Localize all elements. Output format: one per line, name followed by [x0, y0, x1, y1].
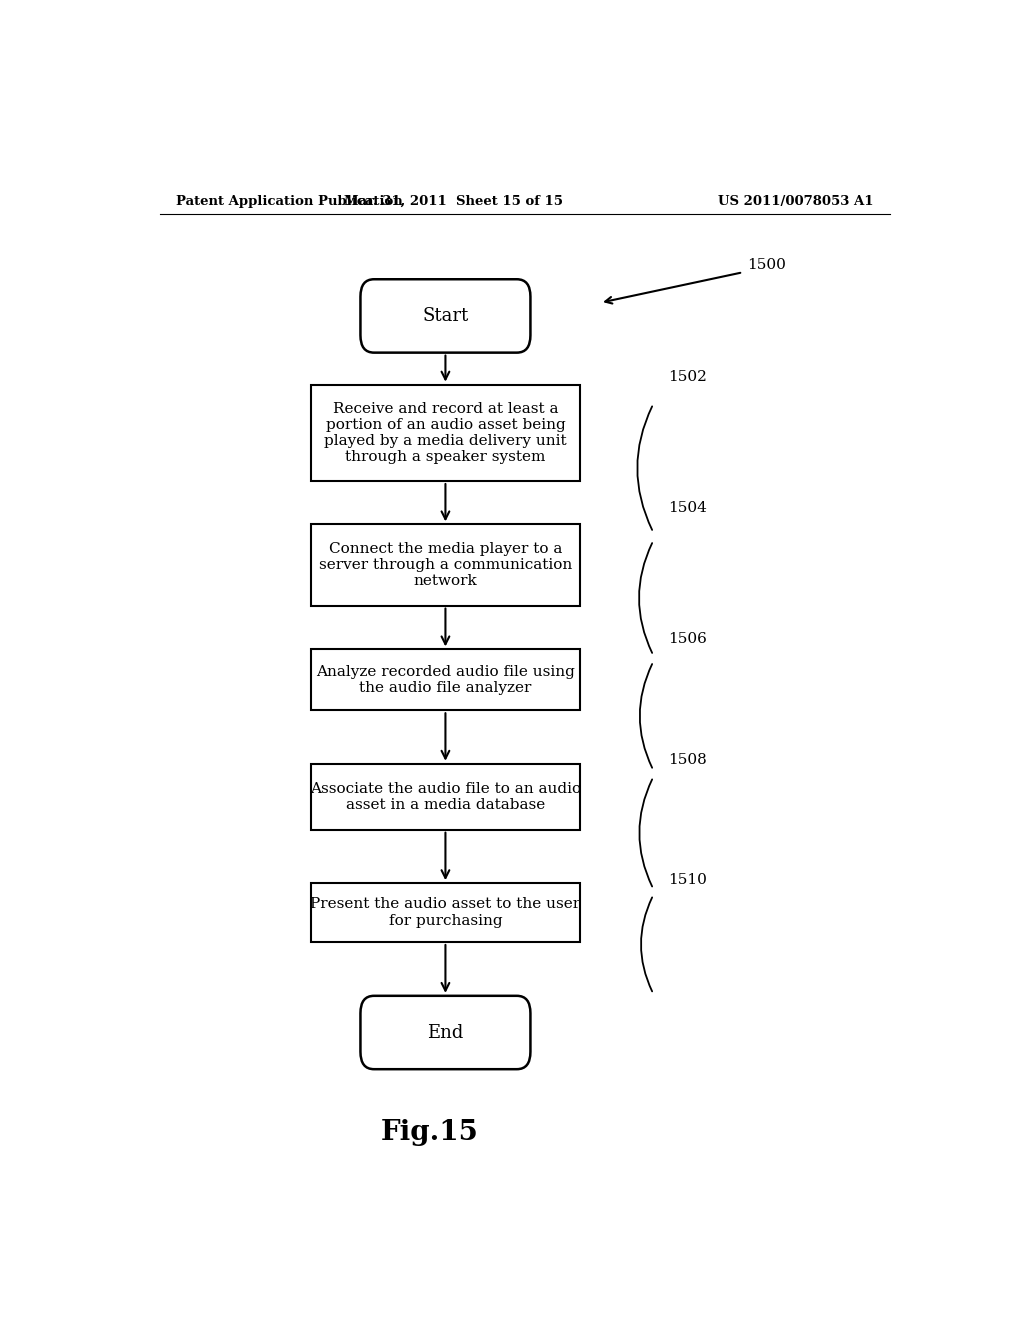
Text: Patent Application Publication: Patent Application Publication — [176, 194, 402, 207]
Text: Analyze recorded audio file using
the audio file analyzer: Analyze recorded audio file using the au… — [316, 665, 574, 694]
Text: 1500: 1500 — [748, 259, 785, 272]
FancyBboxPatch shape — [310, 384, 581, 480]
FancyBboxPatch shape — [310, 764, 581, 830]
FancyBboxPatch shape — [360, 280, 530, 352]
Text: 1508: 1508 — [668, 754, 707, 767]
Text: Fig.15: Fig.15 — [381, 1118, 478, 1146]
Text: Connect the media player to a
server through a communication
network: Connect the media player to a server thr… — [318, 541, 572, 589]
Text: Mar. 31, 2011  Sheet 15 of 15: Mar. 31, 2011 Sheet 15 of 15 — [344, 194, 563, 207]
Text: Receive and record at least a
portion of an audio asset being
played by a media : Receive and record at least a portion of… — [325, 401, 566, 465]
FancyBboxPatch shape — [310, 883, 581, 942]
Text: Associate the audio file to an audio
asset in a media database: Associate the audio file to an audio ass… — [310, 781, 581, 812]
Text: 1506: 1506 — [668, 632, 707, 647]
Text: 1502: 1502 — [668, 370, 707, 384]
Text: 1504: 1504 — [668, 502, 707, 515]
Text: 1510: 1510 — [668, 873, 707, 887]
FancyBboxPatch shape — [360, 995, 530, 1069]
FancyBboxPatch shape — [310, 649, 581, 710]
Text: End: End — [427, 1023, 464, 1041]
Text: Start: Start — [422, 308, 469, 325]
FancyBboxPatch shape — [310, 524, 581, 606]
Text: US 2011/0078053 A1: US 2011/0078053 A1 — [719, 194, 873, 207]
Text: Present the audio asset to the user
for purchasing: Present the audio asset to the user for … — [310, 898, 581, 928]
